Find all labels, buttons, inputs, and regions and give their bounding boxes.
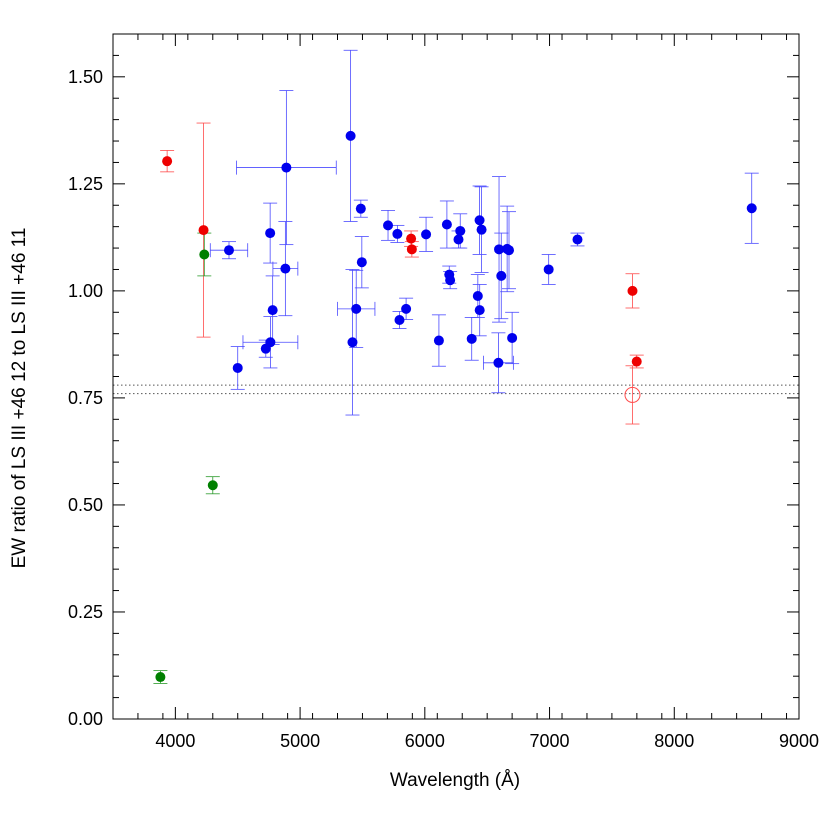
y-tick-label: 0.25 [68, 602, 103, 622]
blue-data-point [351, 303, 362, 314]
blue-data-point [392, 228, 403, 239]
red-data-point [198, 225, 209, 236]
blue-data-point [474, 305, 485, 316]
blue-data-point [345, 130, 356, 141]
y-tick-labels: 0.00 0.25 0.50 0.75 1.00 1.25 1.50 [68, 67, 103, 729]
blue-data-point [421, 229, 432, 240]
red-data-point [406, 244, 417, 255]
blue-data-point [472, 291, 483, 302]
plot-frame [112, 33, 800, 720]
blue-data-point [455, 225, 466, 236]
y-tick-label: 1.25 [68, 174, 103, 194]
red-data-point [627, 285, 638, 296]
blue-data-point [267, 305, 278, 316]
blue-data-point [232, 362, 243, 373]
blue-data-point [466, 333, 477, 344]
blue-data-point [281, 162, 292, 173]
blue-data-point [441, 219, 452, 230]
blue-data-point [265, 228, 276, 239]
y-axis-label: EW ratio of LS III +46 12 to LS III +46 … [9, 228, 30, 569]
blue-data-point [265, 337, 276, 348]
x-tick-label: 5000 [280, 731, 320, 751]
blue-data-point [572, 234, 583, 245]
axis-ticks [112, 33, 800, 720]
y-tick-label: 0.50 [68, 495, 103, 515]
green-data-point [155, 672, 166, 683]
blue-data-point [507, 332, 518, 343]
blue-data-point [355, 203, 366, 214]
red-open-point [624, 386, 641, 403]
blue-data-point [493, 357, 504, 368]
blue-data-point [543, 264, 554, 275]
x-tick-label: 6000 [405, 731, 445, 751]
blue-data-point [401, 303, 412, 314]
y-tick-label: 0.75 [68, 388, 103, 408]
x-tick-label: 8000 [654, 731, 694, 751]
blue-data-point [453, 234, 464, 245]
blue-data-point [445, 275, 456, 286]
green-data-point [199, 249, 210, 260]
error-bars [153, 49, 759, 684]
blue-data-point [746, 203, 757, 214]
x-tick-label: 4000 [155, 731, 195, 751]
blue-data-point [433, 335, 444, 346]
y-tick-label: 1.50 [68, 67, 103, 87]
blue-data-point [496, 270, 507, 281]
blue-data-point [356, 257, 367, 268]
reference-lines [113, 384, 799, 395]
blue-data-point [383, 220, 394, 231]
green-data-point [207, 480, 218, 491]
x-tick-label: 7000 [530, 731, 570, 751]
y-tick-label: 0.00 [68, 709, 103, 729]
blue-data-point [476, 224, 487, 235]
blue-data-point [504, 245, 515, 256]
blue-data-point [223, 245, 234, 256]
data-points [155, 130, 757, 683]
x-axis-label: Wavelength (Å) [390, 770, 520, 791]
blue-data-point [394, 314, 405, 325]
red-data-point [631, 356, 642, 367]
red-data-point [162, 156, 173, 167]
blue-data-point [347, 337, 358, 348]
x-tick-labels: 4000 5000 6000 7000 8000 9000 [155, 731, 819, 751]
blue-data-point [280, 263, 291, 274]
red-data-point [406, 233, 417, 244]
blue-data-point [494, 244, 505, 255]
x-tick-label: 9000 [779, 731, 819, 751]
y-tick-label: 1.00 [68, 281, 103, 301]
blue-data-point [474, 215, 485, 226]
